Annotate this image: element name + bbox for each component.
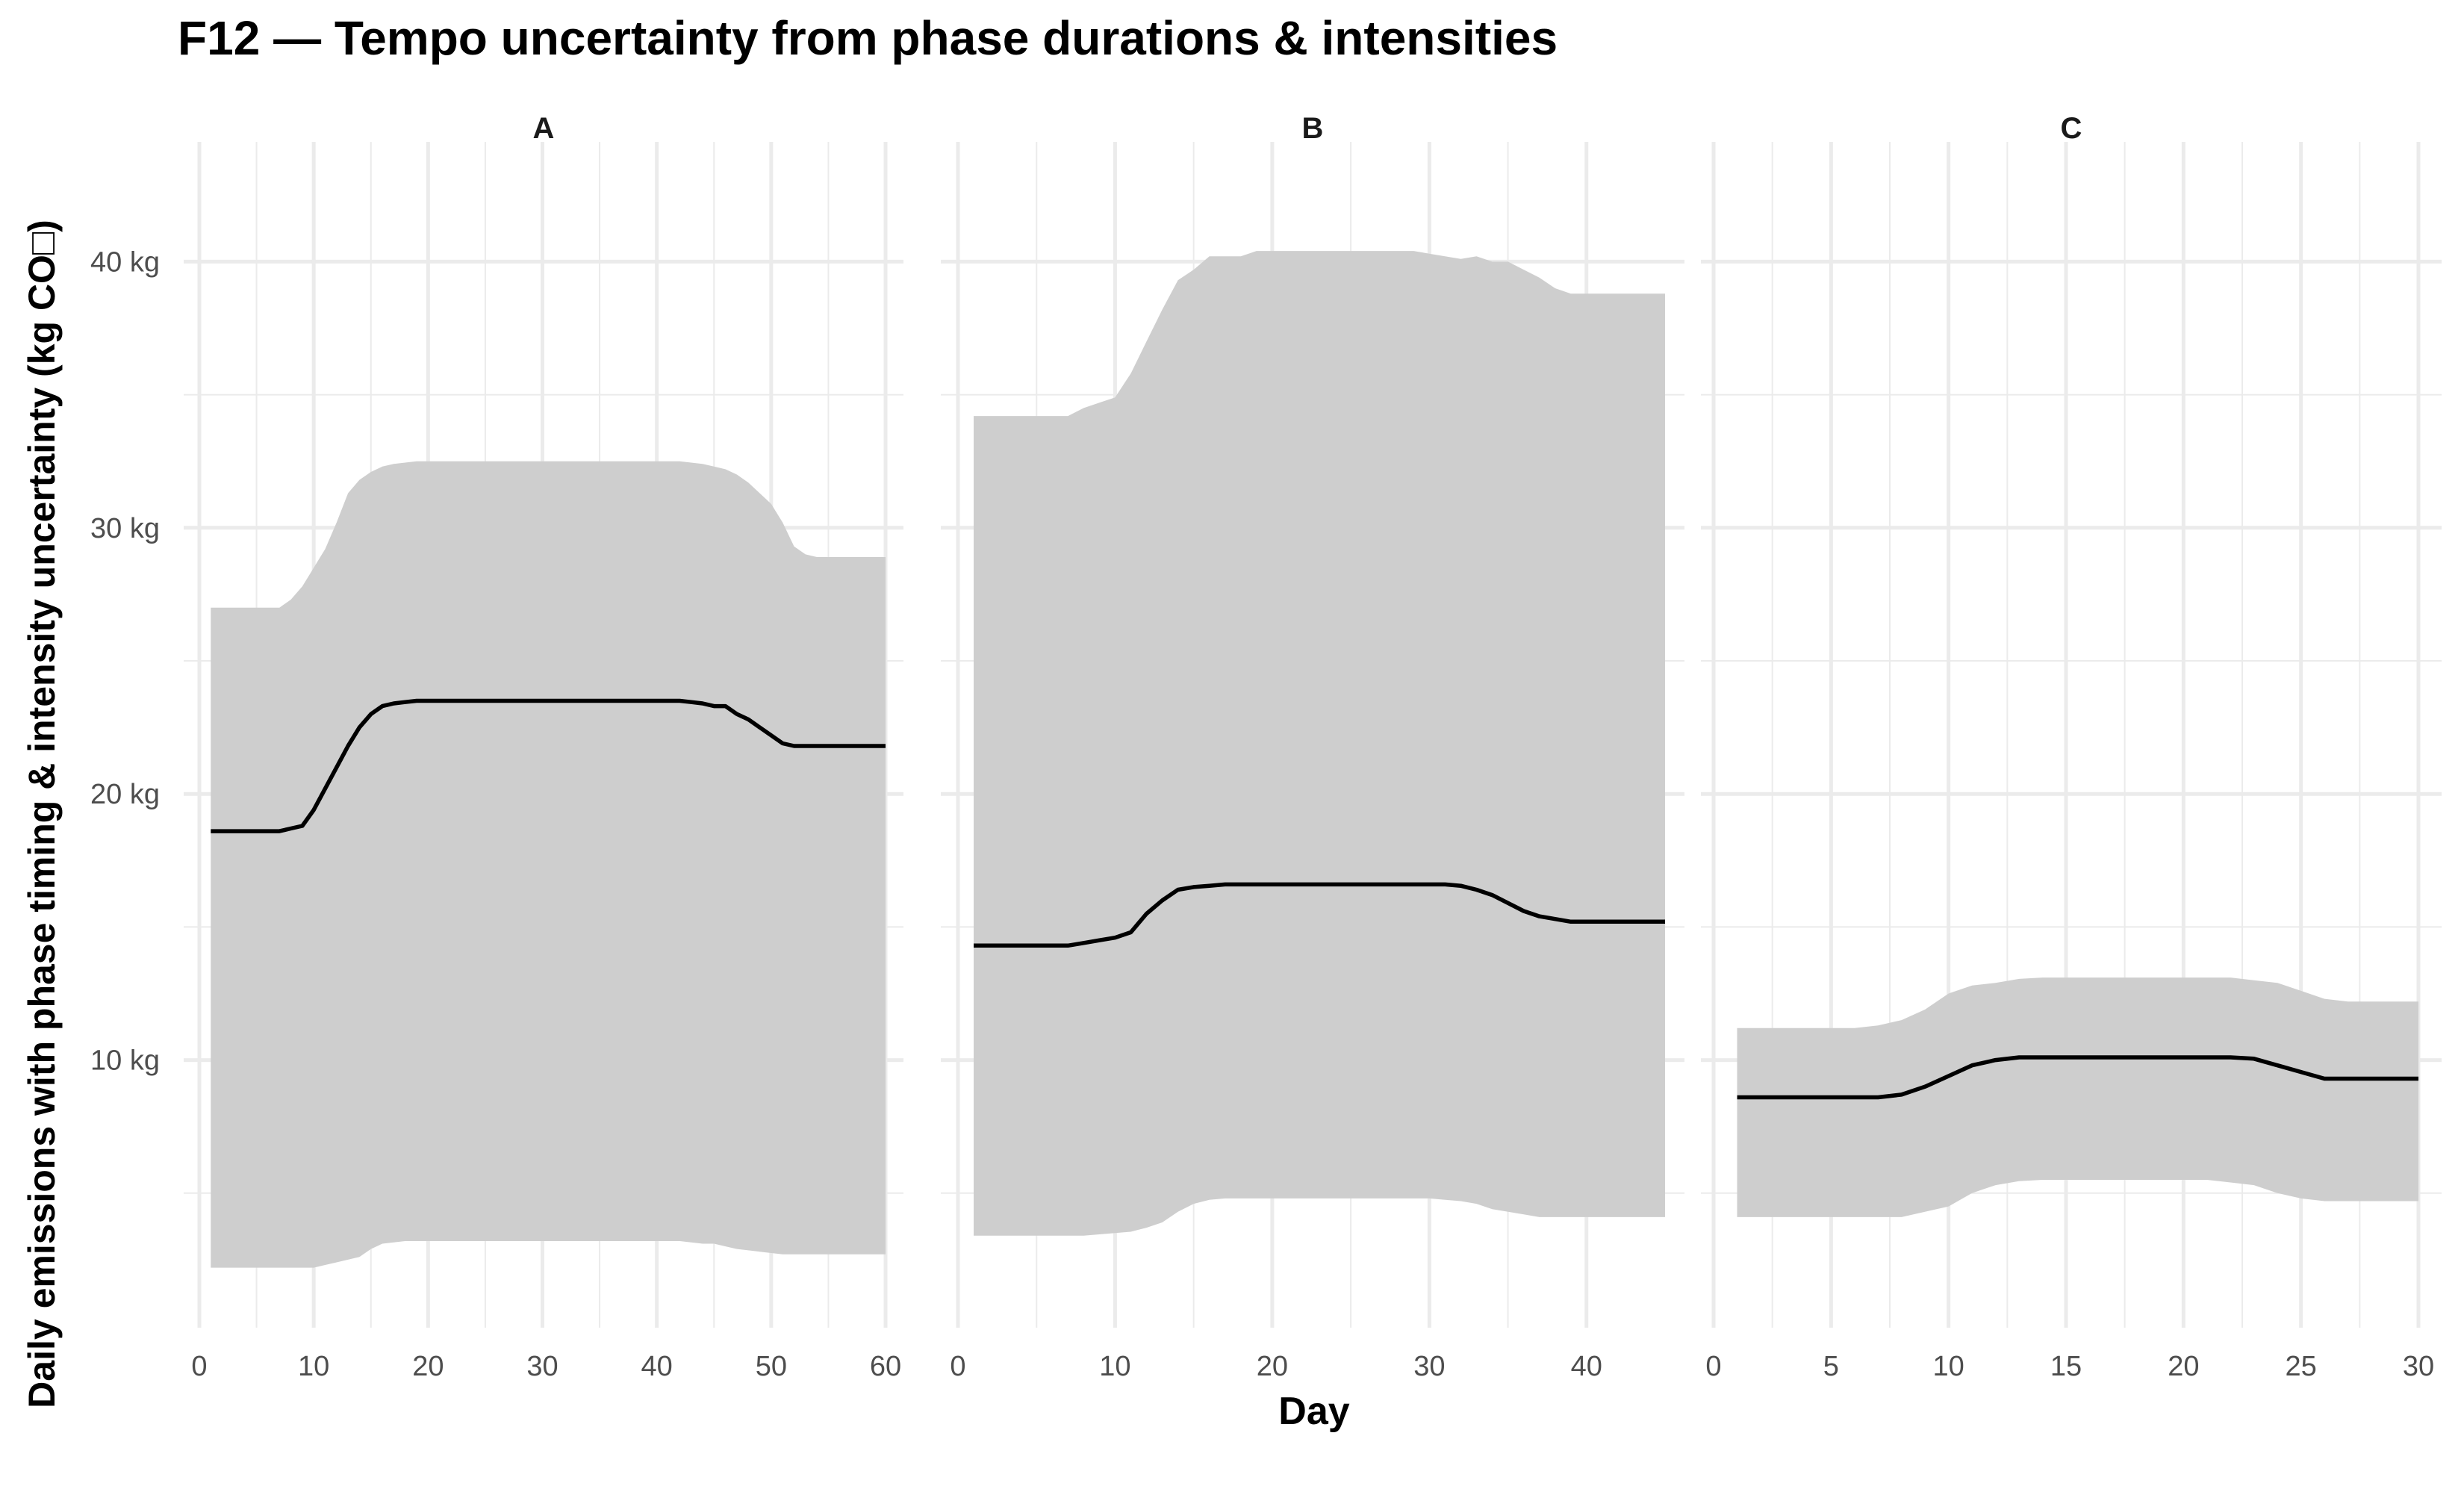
panel-c-x-tick-label: 25	[2286, 1351, 2317, 1382]
y-tick-label: 30 kg	[90, 513, 160, 544]
y-tick-label: 10 kg	[90, 1045, 160, 1077]
chart-title: F12 — Tempo uncertainty from phase durat…	[178, 11, 1558, 65]
panel-b-x-tick-label: 0	[950, 1351, 965, 1382]
panel-a-mean-line	[211, 698, 886, 833]
faceted-area-chart: A 0 10 20 30 40 50 60 B 0 10 20 30 40 C 0 5 10 15 20 25 30 10 …	[90, 112, 2442, 1382]
panel-b-x-tick-label: 10	[1099, 1351, 1130, 1382]
panel-a-x-tick-label: 40	[641, 1351, 673, 1382]
panel-a-x-tick-label: 20	[412, 1351, 444, 1382]
panel-b-uncertainty-band	[974, 251, 1665, 1236]
x-axis-title: Day	[1278, 1390, 1350, 1433]
panel-c-x-tick-label: 10	[1933, 1351, 1964, 1382]
panel-c-x-tick-label: 0	[1705, 1351, 1721, 1382]
panel-a-uncertainty-band	[211, 461, 886, 1268]
panel-a-x-tick-label: 60	[870, 1351, 901, 1382]
panel-b-x-tick-label: 40	[1571, 1351, 1602, 1382]
y-tick-label: 20 kg	[90, 779, 160, 810]
panel-c-mean-line	[1737, 1055, 2418, 1100]
panel-c-x-tick-label: 20	[2168, 1351, 2199, 1382]
panel-c-uncertainty-band	[1737, 977, 2418, 1217]
panel-c-x-tick-label: 30	[2403, 1351, 2434, 1382]
panel-a-x-tick-label: 0	[191, 1351, 207, 1382]
panel-b-strip-label: B	[1302, 112, 1324, 145]
panel-c-x-tick-label: 15	[2050, 1351, 2082, 1382]
panel-a-x-tick-label: 30	[526, 1351, 558, 1382]
panel-b-x-tick-label: 20	[1257, 1351, 1288, 1382]
y-tick-label: 40 kg	[90, 246, 160, 278]
panel-a-x-tick-label: 10	[298, 1351, 329, 1382]
panel-a-x-tick-label: 50	[756, 1351, 787, 1382]
panel-c-x-tick-label: 5	[1823, 1351, 1839, 1382]
panel-b-x-tick-label: 30	[1413, 1351, 1445, 1382]
panel-b-mean-line	[974, 882, 1665, 948]
panel-c-strip-label: C	[2061, 112, 2082, 145]
panel-a-strip-label: A	[533, 112, 555, 145]
